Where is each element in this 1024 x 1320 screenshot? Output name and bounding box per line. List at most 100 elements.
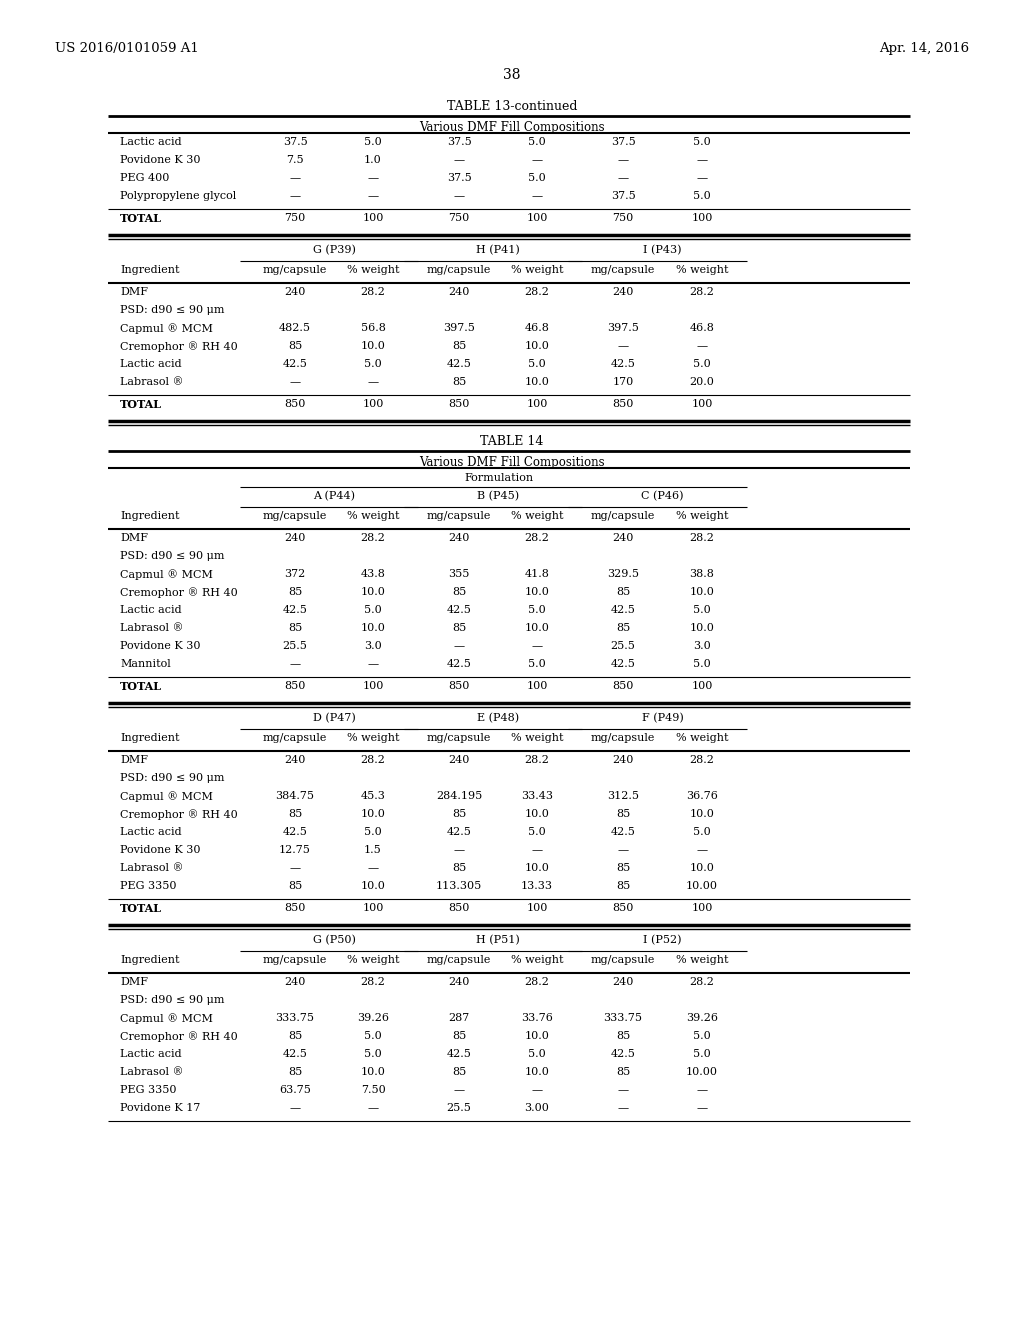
Text: mg/capsule: mg/capsule: [263, 511, 328, 521]
Text: 5.0: 5.0: [528, 605, 546, 615]
Text: 100: 100: [691, 213, 713, 223]
Text: 5.0: 5.0: [365, 359, 382, 370]
Text: % weight: % weight: [676, 265, 728, 275]
Text: 7.50: 7.50: [360, 1085, 385, 1096]
Text: 397.5: 397.5: [443, 323, 475, 333]
Text: 85: 85: [615, 1067, 630, 1077]
Text: Polypropylene glycol: Polypropylene glycol: [120, 191, 237, 201]
Text: 28.2: 28.2: [524, 977, 550, 987]
Text: 240: 240: [612, 533, 634, 543]
Text: DMF: DMF: [120, 286, 148, 297]
Text: 5.0: 5.0: [365, 828, 382, 837]
Text: —: —: [617, 845, 629, 855]
Text: mg/capsule: mg/capsule: [591, 511, 655, 521]
Text: 850: 850: [449, 903, 470, 913]
Text: 85: 85: [615, 863, 630, 873]
Text: 42.5: 42.5: [283, 1049, 307, 1059]
Text: 85: 85: [452, 623, 466, 634]
Text: Apr. 14, 2016: Apr. 14, 2016: [879, 42, 969, 55]
Text: 850: 850: [612, 681, 634, 690]
Text: 750: 750: [285, 213, 305, 223]
Text: 28.2: 28.2: [360, 533, 385, 543]
Text: 42.5: 42.5: [610, 359, 636, 370]
Text: I (P43): I (P43): [643, 246, 682, 255]
Text: % weight: % weight: [511, 511, 563, 521]
Text: —: —: [290, 191, 301, 201]
Text: 25.5: 25.5: [610, 642, 636, 651]
Text: Lactic acid: Lactic acid: [120, 605, 181, 615]
Text: B (P45): B (P45): [477, 491, 519, 502]
Text: DMF: DMF: [120, 977, 148, 987]
Text: 329.5: 329.5: [607, 569, 639, 579]
Text: D (P47): D (P47): [312, 713, 355, 723]
Text: 1.0: 1.0: [365, 154, 382, 165]
Text: —: —: [454, 154, 465, 165]
Text: 42.5: 42.5: [610, 1049, 636, 1059]
Text: mg/capsule: mg/capsule: [427, 954, 492, 965]
Text: 85: 85: [288, 880, 302, 891]
Text: Lactic acid: Lactic acid: [120, 1049, 181, 1059]
Text: 10.0: 10.0: [360, 880, 385, 891]
Text: —: —: [454, 191, 465, 201]
Text: 85: 85: [288, 1067, 302, 1077]
Text: mg/capsule: mg/capsule: [591, 733, 655, 743]
Text: A (P44): A (P44): [313, 491, 355, 502]
Text: 42.5: 42.5: [283, 605, 307, 615]
Text: 41.8: 41.8: [524, 569, 550, 579]
Text: 5.0: 5.0: [528, 137, 546, 147]
Text: 38.8: 38.8: [689, 569, 715, 579]
Text: H (P41): H (P41): [476, 246, 520, 255]
Text: —: —: [531, 845, 543, 855]
Text: 20.0: 20.0: [689, 378, 715, 387]
Text: 240: 240: [449, 755, 470, 766]
Text: 85: 85: [452, 809, 466, 818]
Text: 10.0: 10.0: [360, 623, 385, 634]
Text: TOTAL: TOTAL: [120, 681, 162, 692]
Text: 28.2: 28.2: [689, 755, 715, 766]
Text: 85: 85: [452, 587, 466, 597]
Text: 42.5: 42.5: [446, 828, 471, 837]
Text: 28.2: 28.2: [524, 755, 550, 766]
Text: 3.0: 3.0: [693, 642, 711, 651]
Text: Various DMF Fill Compositions: Various DMF Fill Compositions: [419, 121, 605, 135]
Text: Lactic acid: Lactic acid: [120, 137, 181, 147]
Text: 37.5: 37.5: [446, 173, 471, 183]
Text: 10.0: 10.0: [360, 809, 385, 818]
Text: 85: 85: [288, 809, 302, 818]
Text: 85: 85: [288, 341, 302, 351]
Text: 37.5: 37.5: [610, 191, 635, 201]
Text: 100: 100: [526, 399, 548, 409]
Text: Povidone K 30: Povidone K 30: [120, 845, 201, 855]
Text: 240: 240: [612, 286, 634, 297]
Text: 37.5: 37.5: [610, 137, 635, 147]
Text: —: —: [368, 173, 379, 183]
Text: 5.0: 5.0: [693, 828, 711, 837]
Text: —: —: [531, 642, 543, 651]
Text: Ingredient: Ingredient: [120, 511, 179, 521]
Text: 100: 100: [362, 903, 384, 913]
Text: I (P52): I (P52): [643, 935, 682, 945]
Text: 3.0: 3.0: [365, 642, 382, 651]
Text: —: —: [617, 154, 629, 165]
Text: 10.0: 10.0: [524, 1031, 550, 1041]
Text: 28.2: 28.2: [524, 533, 550, 543]
Text: TOTAL: TOTAL: [120, 399, 162, 411]
Text: 33.43: 33.43: [521, 791, 553, 801]
Text: 100: 100: [526, 213, 548, 223]
Text: 37.5: 37.5: [283, 137, 307, 147]
Text: % weight: % weight: [676, 954, 728, 965]
Text: 287: 287: [449, 1012, 470, 1023]
Text: 5.0: 5.0: [528, 1049, 546, 1059]
Text: 42.5: 42.5: [446, 359, 471, 370]
Text: Labrasol ®: Labrasol ®: [120, 378, 183, 387]
Text: 5.0: 5.0: [693, 359, 711, 370]
Text: —: —: [696, 154, 708, 165]
Text: 113.305: 113.305: [436, 880, 482, 891]
Text: 10.0: 10.0: [524, 623, 550, 634]
Text: 43.8: 43.8: [360, 569, 385, 579]
Text: G (P50): G (P50): [312, 935, 355, 945]
Text: Formulation: Formulation: [464, 473, 534, 483]
Text: TABLE 14: TABLE 14: [480, 436, 544, 447]
Text: 85: 85: [452, 1067, 466, 1077]
Text: 240: 240: [449, 533, 470, 543]
